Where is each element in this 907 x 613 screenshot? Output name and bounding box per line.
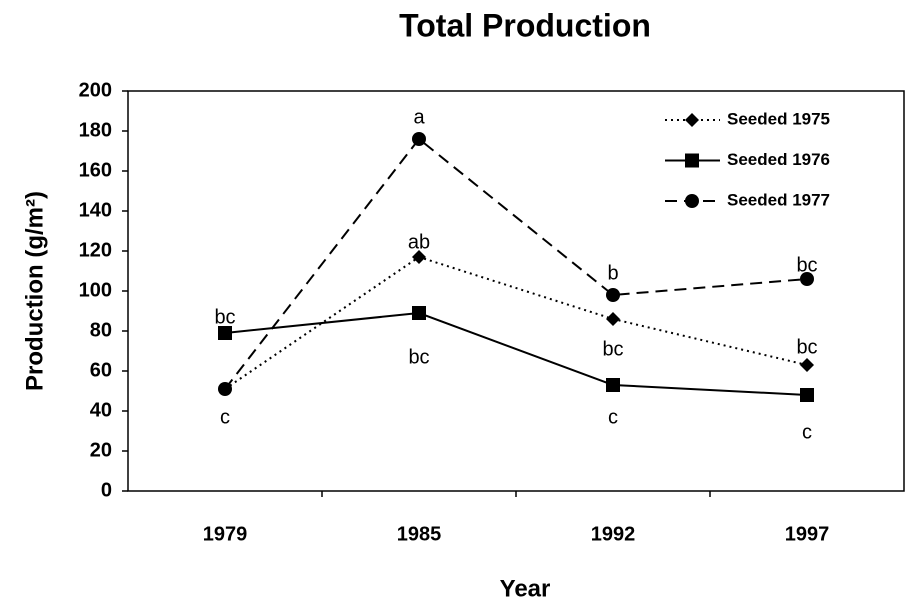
x-tick-label: 1979 [203,523,248,545]
legend-label: Seeded 1976 [727,150,830,169]
marker [800,358,814,372]
annotation: bc [214,306,235,328]
y-tick-label: 180 [79,119,112,141]
legend-label: Seeded 1975 [727,109,830,128]
y-axis-label: Production (g/m²) [21,191,48,391]
marker [606,378,620,392]
y-tick-label: 40 [90,399,112,421]
annotation: bc [796,254,817,276]
marker [606,288,620,302]
x-tick-label: 1992 [591,523,636,545]
y-tick-label: 0 [101,479,112,501]
y-tick-label: 80 [90,319,112,341]
series-line [224,311,808,396]
y-tick-label: 200 [79,79,112,101]
y-tick-label: 160 [79,159,112,181]
marker [685,194,699,208]
series-line [224,255,808,390]
marker [412,250,426,264]
marker [218,326,232,340]
marker [218,382,232,396]
annotation: b [607,262,618,284]
annotation: bc [602,338,623,360]
x-axis-label: Year [500,575,551,602]
marker [412,132,426,146]
series-line [224,137,808,390]
marker [412,306,426,320]
y-tick-label: 100 [79,279,112,301]
chart-title: Total Production [399,7,651,43]
y-tick-label: 120 [79,239,112,261]
marker [606,312,620,326]
annotation: bc [408,346,429,368]
marker [800,388,814,402]
y-tick-label: 140 [79,199,112,221]
marker [800,272,814,286]
marker [685,113,699,127]
annotation: c [608,406,618,428]
x-tick-label: 1985 [397,523,442,545]
annotation: c [802,421,812,443]
annotation: bc [796,336,817,358]
x-tick-label: 1997 [785,523,830,545]
y-tick-label: 60 [90,359,112,381]
y-tick-label: 20 [90,439,112,461]
marker [685,153,699,168]
legend-label: Seeded 1977 [727,190,830,209]
annotation: c [220,406,230,428]
annotation: a [413,106,425,128]
annotation: ab [408,231,430,253]
